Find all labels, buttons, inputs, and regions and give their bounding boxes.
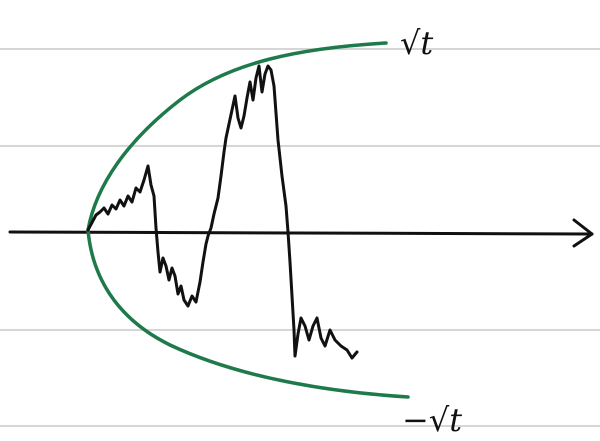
random-walk-path — [86, 64, 359, 360]
upper-bound-label: √t — [400, 24, 433, 62]
axis-arrowhead — [572, 218, 594, 248]
axis-line — [8, 230, 594, 236]
time-axis — [8, 218, 594, 248]
lower-bound-label: −√t — [402, 401, 462, 439]
